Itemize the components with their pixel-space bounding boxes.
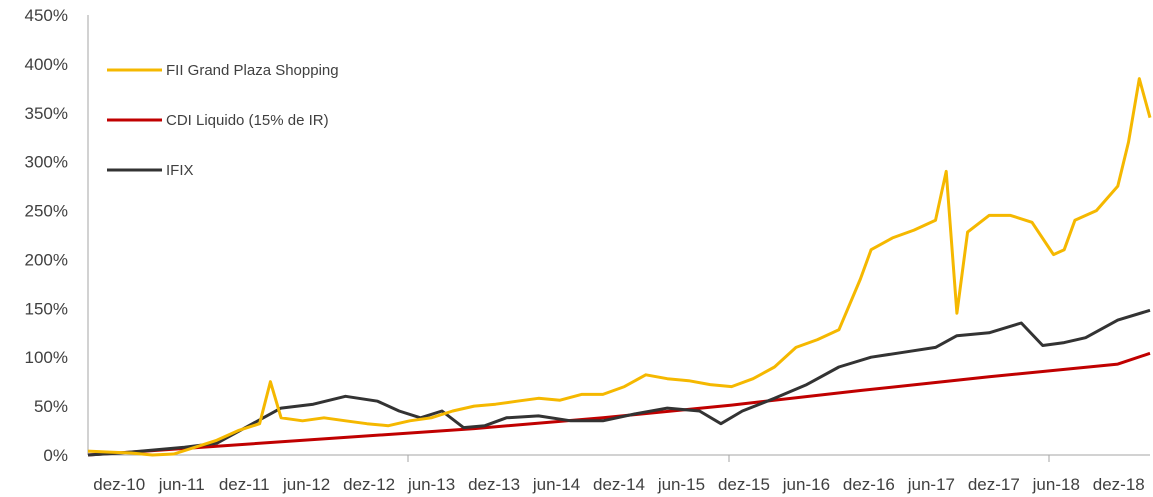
- series-line-0: [87, 77, 1152, 457]
- x-tick-label: jun-13: [407, 475, 455, 494]
- x-tick-label: jun-16: [782, 475, 830, 494]
- legend: FII Grand Plaza Shopping CDI Liquido (15%…: [107, 62, 339, 179]
- legend-label: CDI Liquido (15% de IR): [166, 112, 329, 129]
- x-tick-label: dez-13: [468, 475, 520, 494]
- y-tick-label: 300%: [25, 153, 68, 172]
- x-tick-label: dez-15: [718, 475, 770, 494]
- y-tick-label: 250%: [25, 202, 68, 221]
- x-tick-label: jun-15: [657, 475, 705, 494]
- y-tick-label: 150%: [25, 299, 68, 318]
- y-tick-label: 100%: [25, 348, 68, 367]
- y-tick-label: 350%: [25, 104, 68, 123]
- y-tick-label: 400%: [25, 55, 68, 74]
- y-tick-label: 50%: [34, 397, 68, 416]
- x-tick-label: dez-18: [1093, 475, 1145, 494]
- x-tick-label: jun-18: [1032, 475, 1080, 494]
- y-tick-label: 200%: [25, 250, 68, 269]
- x-tick-label: dez-12: [343, 475, 395, 494]
- x-tick-label: jun-11: [158, 475, 205, 494]
- x-tick-label: dez-17: [968, 475, 1020, 494]
- legend-label: FII Grand Plaza Shopping: [166, 62, 339, 79]
- y-tick-label: 450%: [25, 6, 68, 25]
- legend-label: IFIX: [166, 162, 194, 179]
- y-tick-labels: 0% 50% 100% 150% 200% 250% 300% 350% 400% 450%: [25, 6, 68, 465]
- x-tick-label: dez-11: [219, 475, 270, 494]
- x-tick-label: dez-14: [593, 475, 645, 494]
- x-tick-label: jun-12: [282, 475, 330, 494]
- series-layer: [87, 77, 1152, 457]
- x-tick-label: jun-14: [532, 475, 580, 494]
- y-tick-label: 0%: [43, 446, 68, 465]
- x-tick-label: dez-10: [93, 475, 145, 494]
- x-tick-labels: dez-10 jun-11 dez-11 jun-12 dez-12 jun-13 dez-…: [93, 455, 1145, 494]
- series-line-2: [87, 308, 1151, 457]
- series-line-1: [87, 351, 1151, 457]
- x-tick-label: dez-16: [843, 475, 895, 494]
- x-tick-label: jun-17: [907, 475, 955, 494]
- axes: [87, 15, 1150, 456]
